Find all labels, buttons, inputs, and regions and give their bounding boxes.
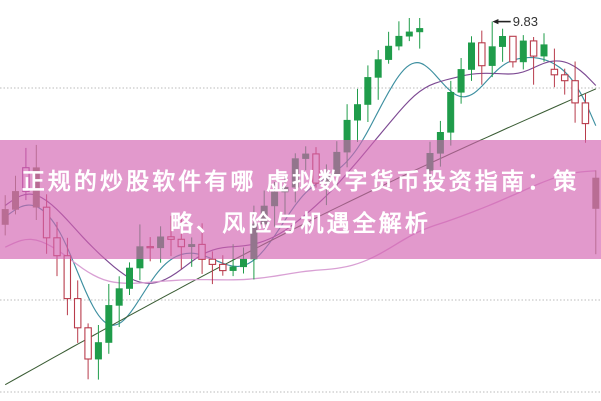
svg-text:9.83: 9.83 xyxy=(513,14,538,29)
